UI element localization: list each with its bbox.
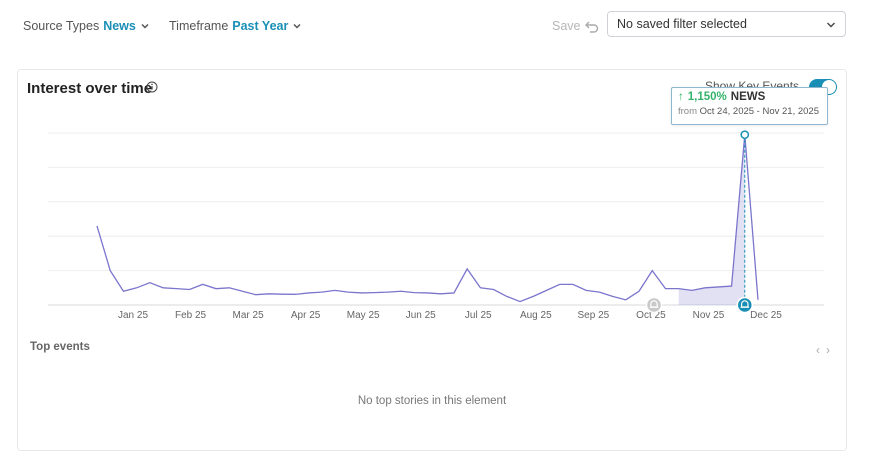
undo-icon[interactable]	[584, 18, 600, 34]
chevron-down-icon[interactable]	[292, 21, 302, 31]
x-tick-label: Mar 25	[233, 310, 265, 321]
series-line-news	[96, 134, 759, 303]
key-event-bell-icon[interactable]	[736, 296, 754, 314]
x-tick-label: Jan 25	[118, 310, 148, 321]
timeframe-label: Timeframe	[169, 19, 229, 33]
chevron-down-icon	[827, 22, 835, 28]
chart-series	[96, 130, 759, 305]
info-icon[interactable]	[146, 81, 158, 93]
card-title: Interest over time	[27, 80, 153, 97]
tooltip-range: Oct 24, 2025 - Nov 21, 2025	[699, 106, 819, 117]
source-types-filter[interactable]: Source Types News	[23, 19, 150, 33]
x-tick-label: Nov 25	[693, 310, 725, 321]
key-event-markers	[645, 296, 754, 314]
x-tick-label: Oct 25	[636, 310, 666, 321]
key-event-bell-icon[interactable]	[645, 296, 663, 314]
bell-shape	[740, 300, 749, 308]
top-events-pager: ‹ ›	[816, 343, 830, 357]
x-axis-ticks: Jan 25 Feb 25 Mar 25 Apr 25 May 25 Jun 25 Jul …	[118, 310, 782, 321]
x-tick-label: Sep 25	[578, 310, 610, 321]
tooltip-series: NEWS	[730, 91, 766, 103]
x-tick-label: Jul 25	[465, 310, 492, 321]
chevron-right-icon[interactable]: ›	[826, 343, 830, 357]
top-events-title: Top events	[30, 341, 90, 353]
x-tick-label: Aug 25	[520, 310, 552, 321]
chart-grid	[48, 132, 824, 306]
x-tick-label: May 25	[347, 310, 380, 321]
filter-bar: Source Types News Timeframe Past Year Sa…	[0, 0, 869, 52]
bell-shape	[650, 300, 658, 308]
saved-filter-value: No saved filter selected	[617, 17, 747, 31]
timeframe-filter[interactable]: Timeframe Past Year	[169, 19, 302, 33]
save-button[interactable]: Save	[552, 19, 581, 33]
x-tick-label: Apr 25	[291, 310, 321, 321]
peak-data-point	[740, 130, 750, 140]
chart-tooltip: ↑ 1,150% NEWS from Oct 24, 2025 - Nov 21…	[671, 87, 828, 125]
marker-circle	[645, 296, 663, 314]
interest-over-time-card: Interest over time Show Key Events Jan 2…	[17, 69, 847, 451]
timeframe-value[interactable]: Past Year	[232, 19, 289, 33]
saved-filter-select[interactable]: No saved filter selected	[607, 11, 846, 37]
chevron-left-icon[interactable]: ‹	[816, 343, 820, 357]
source-types-value[interactable]: News	[103, 19, 136, 33]
x-tick-label: Dec 25	[750, 310, 782, 321]
x-tick-label: Feb 25	[175, 310, 207, 321]
interest-chart: Jan 25 Feb 25 Mar 25 Apr 25 May 25 Jun 25 Jul …	[48, 130, 824, 321]
arrow-up-icon: ↑	[678, 91, 684, 103]
highlighted-range-area	[678, 134, 745, 305]
chevron-down-icon[interactable]	[140, 21, 150, 31]
top-events-empty: No top stories in this element	[357, 395, 507, 407]
x-tick-label: Jun 25	[406, 310, 436, 321]
tooltip-change: 1,150%	[687, 91, 727, 103]
source-types-label: Source Types	[23, 19, 100, 33]
marker-circle	[736, 296, 754, 314]
tooltip-from-label: from	[678, 106, 697, 117]
